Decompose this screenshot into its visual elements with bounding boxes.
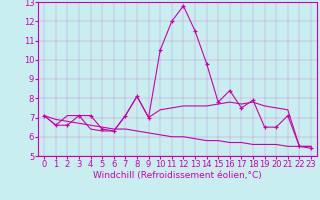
- X-axis label: Windchill (Refroidissement éolien,°C): Windchill (Refroidissement éolien,°C): [93, 171, 262, 180]
